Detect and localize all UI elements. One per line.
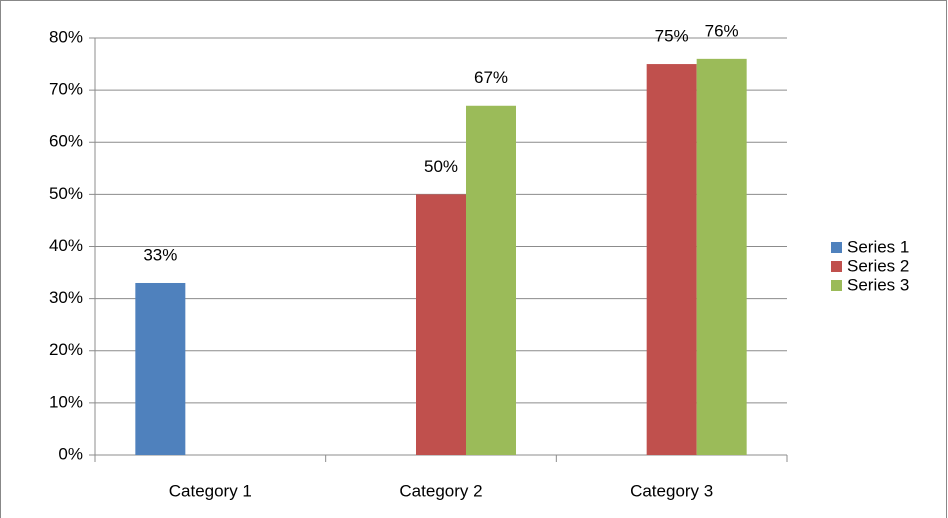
y-tick-label: 30% (49, 288, 83, 307)
data-label: 50% (424, 157, 458, 176)
legend-label: Series 3 (847, 275, 909, 294)
bar (696, 58, 747, 455)
y-tick-label: 0% (58, 444, 83, 463)
bar (466, 105, 516, 455)
y-tick-label: 80% (49, 27, 83, 46)
y-tick-label: 70% (49, 80, 83, 99)
x-tick-label: Category 3 (630, 481, 713, 500)
bar (135, 282, 186, 455)
y-tick-label: 60% (49, 132, 83, 151)
data-label: 67% (474, 68, 508, 87)
x-tick-label: Category 1 (169, 481, 252, 500)
data-label: 33% (143, 245, 177, 264)
legend-label: Series 2 (847, 256, 909, 275)
legend-label: Series 1 (847, 237, 909, 256)
x-tick-label: Category 2 (399, 481, 482, 500)
bar (646, 64, 697, 455)
bar (416, 194, 466, 455)
y-tick-label: 50% (49, 184, 83, 203)
y-tick-label: 40% (49, 236, 83, 255)
legend-swatch (831, 261, 842, 272)
data-label: 76% (705, 21, 739, 40)
legend-swatch (831, 280, 842, 291)
y-tick-label: 20% (49, 340, 83, 359)
data-label: 75% (655, 27, 689, 46)
y-tick-label: 10% (49, 392, 83, 411)
legend-swatch (831, 242, 842, 253)
